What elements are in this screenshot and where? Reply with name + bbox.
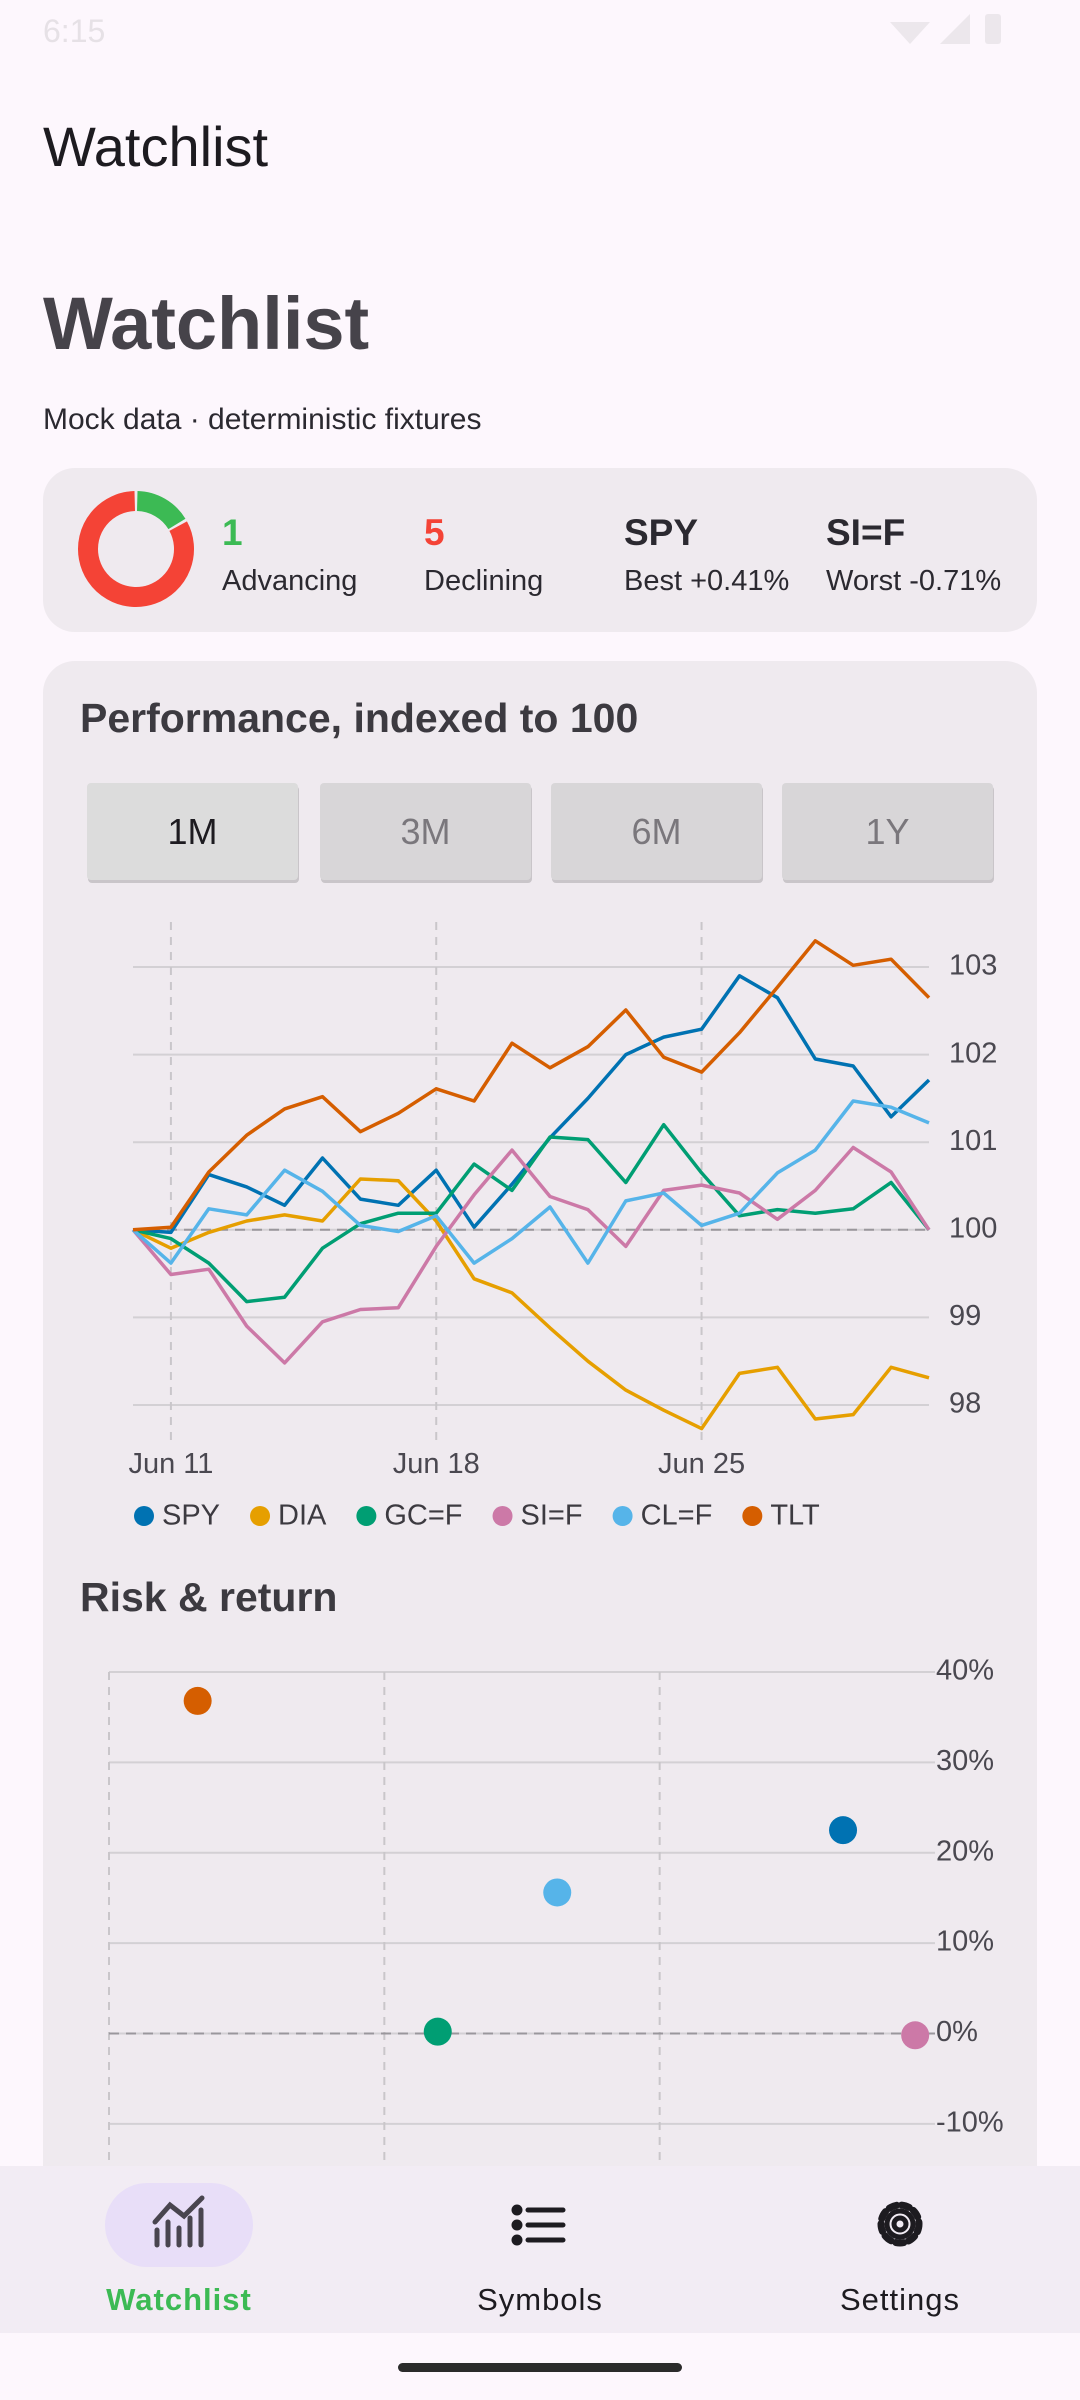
tab-label[interactable]: 3M <box>400 811 450 852</box>
worst-label: Worst -0.71% <box>826 565 1001 597</box>
x-tick-label: Jun 18 <box>393 1448 480 1480</box>
best-label: Best +0.41% <box>624 565 789 597</box>
nav-indicator <box>105 2183 253 2267</box>
best-symbol: SPY <box>624 512 698 553</box>
nav-label[interactable]: Symbols <box>477 2282 603 2317</box>
tab-label[interactable]: 1M <box>167 811 217 852</box>
scatter-point <box>183 1686 212 1715</box>
legend-label: TLT <box>770 1500 820 1532</box>
summary-card <box>43 468 1037 632</box>
tab[interactable] <box>87 783 298 880</box>
y-tick-label: 100 <box>949 1212 997 1244</box>
tab[interactable] <box>551 783 762 880</box>
tab[interactable] <box>782 783 993 880</box>
status-icons <box>890 14 1001 44</box>
legend-label: SPY <box>162 1500 220 1532</box>
scatter-point <box>423 2017 452 2046</box>
series-line <box>132 1177 930 1431</box>
x-tick-label: Jun 25 <box>658 1448 745 1480</box>
chart-title: Risk & return <box>80 1574 337 1620</box>
nav-label[interactable]: Watchlist <box>106 2282 252 2317</box>
y-tick-label: 103 <box>949 950 997 982</box>
gesture-bar <box>398 2363 682 2372</box>
legend-label: GC=F <box>384 1500 462 1532</box>
y-tick-label: 20% <box>936 1835 994 1867</box>
y-tick-label: 98 <box>949 1388 981 1420</box>
donut <box>78 491 194 607</box>
donut-segment <box>78 491 194 607</box>
nav-label[interactable]: Settings <box>840 2282 960 2317</box>
legend-marker <box>356 1506 377 1526</box>
nav-icons <box>152 2195 923 2248</box>
scatter-chart: 40% 30% 20% 10% 0% -10% <box>108 1655 1004 2169</box>
legend-marker <box>134 1506 154 1526</box>
series-line <box>131 1099 930 1265</box>
declining-count: 5 <box>424 512 445 553</box>
app-bar-title: Watchlist <box>43 115 269 178</box>
legend-marker <box>742 1506 763 1526</box>
y-tick-label: 10% <box>936 1926 994 1958</box>
y-tick-label: 0% <box>936 2016 978 2048</box>
scatter-point <box>543 1878 572 1907</box>
legend-label: DIA <box>278 1500 327 1532</box>
declining-label: Declining <box>424 565 543 597</box>
chart-title: Performance, indexed to 100 <box>80 695 638 741</box>
legend-marker <box>492 1506 513 1526</box>
tab-label[interactable]: 1Y <box>865 811 909 852</box>
y-tick-label: 40% <box>936 1655 994 1687</box>
line-chart: 98 99 100 101 102 103 Jun 11 Jun 18 Jun 25 SPY DIA… <box>128 922 997 1532</box>
advancing-count: 1 <box>222 512 243 553</box>
y-tick-label: 102 <box>949 1037 997 1069</box>
y-tick-label: -10% <box>936 2106 1004 2138</box>
advancing-label: Advancing <box>222 565 357 597</box>
page-title: Watchlist <box>43 282 369 365</box>
worst-symbol: SI=F <box>826 512 905 553</box>
chart-card <box>43 661 1037 2281</box>
y-tick-label: 99 <box>949 1300 981 1332</box>
page-subtitle: Mock data · deterministic fixtures <box>43 403 481 436</box>
series-line <box>132 1122 931 1304</box>
tab-label[interactable]: 6M <box>631 811 681 852</box>
tab[interactable] <box>320 783 531 880</box>
legend-marker <box>612 1506 633 1526</box>
y-tick-label: 101 <box>949 1125 997 1157</box>
x-tick-label: Jun 11 <box>128 1448 213 1480</box>
legend-marker <box>250 1506 271 1526</box>
series-line <box>131 1145 931 1365</box>
scatter-point <box>829 1816 858 1845</box>
legend-label: SI=F <box>521 1500 583 1532</box>
nav-items: Watchlist Symbols Settings <box>105 2183 960 2317</box>
donut-segment <box>136 491 186 530</box>
range-tabs: 1M 3M 6M 1Y <box>87 783 994 883</box>
scatter-point <box>901 2021 930 2050</box>
status-time: 6:15 <box>43 13 105 49</box>
series-line <box>132 939 931 1232</box>
legend-label: CL=F <box>641 1500 713 1532</box>
y-tick-label: 30% <box>936 1745 994 1777</box>
